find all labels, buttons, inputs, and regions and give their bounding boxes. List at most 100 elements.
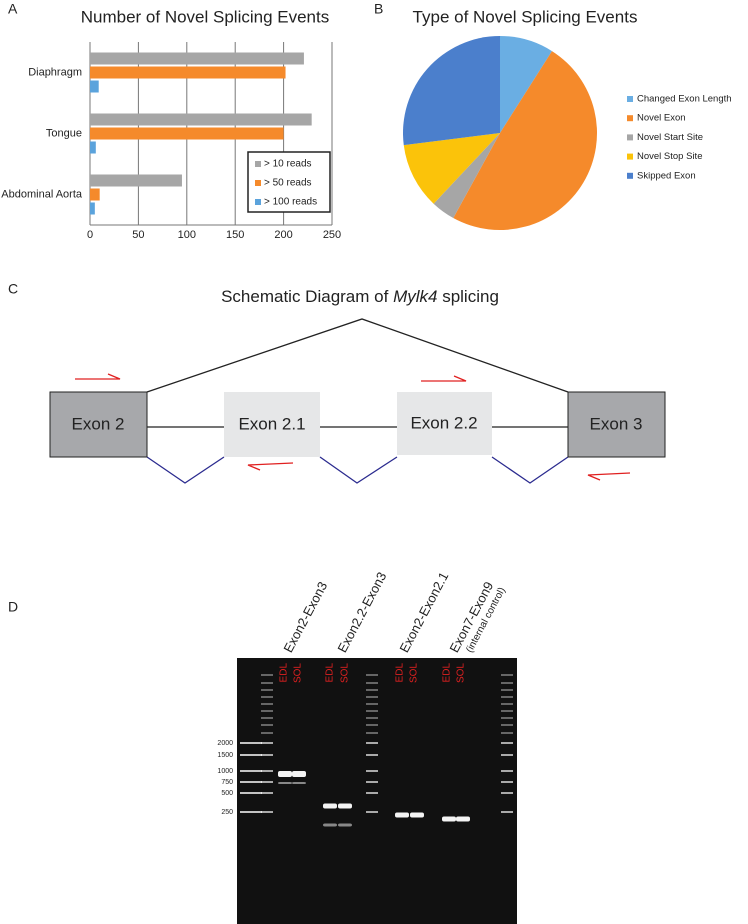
exon-box [567, 391, 666, 458]
bar [90, 66, 286, 79]
ladder-band [366, 742, 378, 744]
ladder-band [366, 696, 378, 698]
ladder-label: 500 [221, 790, 233, 797]
exon-label: Exon 2 [72, 414, 125, 433]
legend-swatch [627, 115, 633, 122]
sample-band [338, 823, 352, 827]
primer-arrow [75, 373, 121, 380]
ladder-band [366, 710, 378, 712]
ladder-band [366, 717, 378, 719]
sample-band [292, 771, 306, 777]
panel-label: D [8, 599, 18, 615]
ladder-band [366, 792, 378, 794]
y-tick-label: Tongue [46, 127, 82, 139]
legend-label: Novel Exon [637, 113, 686, 124]
ladder-band [261, 703, 273, 705]
bar [90, 141, 96, 154]
sample-band [292, 782, 306, 784]
panel-label: A [8, 1, 18, 17]
ladder-band [261, 682, 273, 684]
ladder-band [261, 770, 273, 772]
sample-band [395, 812, 409, 818]
ladder-band [261, 811, 273, 813]
pie-slice [403, 133, 500, 204]
ladder-label: 2000 [217, 740, 233, 747]
bar [90, 80, 99, 93]
ladder-band [366, 781, 378, 783]
pie-slice [402, 36, 500, 146]
ladder-band [501, 781, 513, 783]
sample-band [323, 823, 337, 827]
ladder-band [501, 689, 513, 691]
ladder-band [501, 754, 513, 756]
bar [90, 113, 312, 126]
ladder-band [366, 689, 378, 691]
lane-label: EDL [279, 663, 290, 683]
ladder-band [261, 696, 273, 698]
x-tick-label: 250 [323, 229, 341, 241]
lane-label: EDL [325, 663, 336, 683]
ladder-band [366, 674, 378, 676]
legend-label: > 10 reads [264, 159, 312, 170]
chart-title: Number of Novel Splicing Events [81, 7, 330, 26]
ladder-band [501, 710, 513, 712]
bar [90, 188, 100, 201]
ladder-band [501, 770, 513, 772]
splice-v [146, 456, 225, 484]
x-tick-label: 50 [132, 229, 144, 241]
primer-arrow [247, 462, 294, 471]
lane-label: EDL [442, 663, 453, 683]
y-tick-label: Diaphragm [28, 66, 82, 78]
ladder-band [501, 696, 513, 698]
ladder-band [501, 742, 513, 744]
sample-band [278, 771, 292, 777]
pie-slice [453, 51, 598, 231]
exon-label: Exon 2.2 [410, 413, 477, 432]
exon-label: Exon 3 [590, 414, 643, 433]
gel-bands [261, 674, 513, 827]
diagram [49, 318, 666, 484]
x-tick-label: 0 [87, 229, 93, 241]
sample-band [456, 816, 470, 822]
title-gene: Mylk4 [393, 287, 437, 306]
ladder-band [501, 732, 513, 734]
exon-box [49, 391, 148, 458]
ladder-label: 750 [221, 779, 233, 786]
legend-swatch [627, 134, 633, 141]
ladder-label: 250 [221, 809, 233, 816]
sample-band [338, 803, 352, 809]
lane-label: SOL [409, 663, 420, 683]
ladder-band [501, 717, 513, 719]
primer-arrow [587, 472, 631, 481]
ladder-band [501, 792, 513, 794]
panel-label: B [374, 1, 383, 17]
ladder-band [501, 811, 513, 813]
ladder-band [501, 724, 513, 726]
sample-band [410, 812, 424, 818]
ladder-band [366, 754, 378, 756]
title-part: Schematic Diagram of [221, 287, 389, 306]
legend-label: Novel Start Site [637, 132, 703, 143]
ladder-band [366, 682, 378, 684]
sample-band [442, 816, 456, 822]
lane-label: SOL [456, 663, 467, 683]
bar [90, 174, 182, 187]
legend-label: Novel Stop Site [637, 151, 702, 162]
splice-v [319, 456, 398, 484]
exon-label: Exon 2.1 [238, 414, 305, 433]
ladder-band [261, 689, 273, 691]
diagram-title: Schematic Diagram of Mylk4 splicing [221, 287, 499, 306]
bar [90, 52, 304, 65]
ladder-band [261, 710, 273, 712]
bar [90, 202, 95, 215]
sample-band [323, 803, 337, 809]
ladder-band [261, 754, 273, 756]
ladder-band [501, 674, 513, 676]
legend-label: > 50 reads [264, 178, 312, 189]
ladder-band [366, 703, 378, 705]
panel-label: C [8, 281, 18, 297]
lane-label: SOL [340, 663, 351, 683]
legend-swatch [627, 153, 633, 160]
legend-label: Skipped Exon [637, 170, 696, 181]
pie-slice [433, 133, 500, 219]
